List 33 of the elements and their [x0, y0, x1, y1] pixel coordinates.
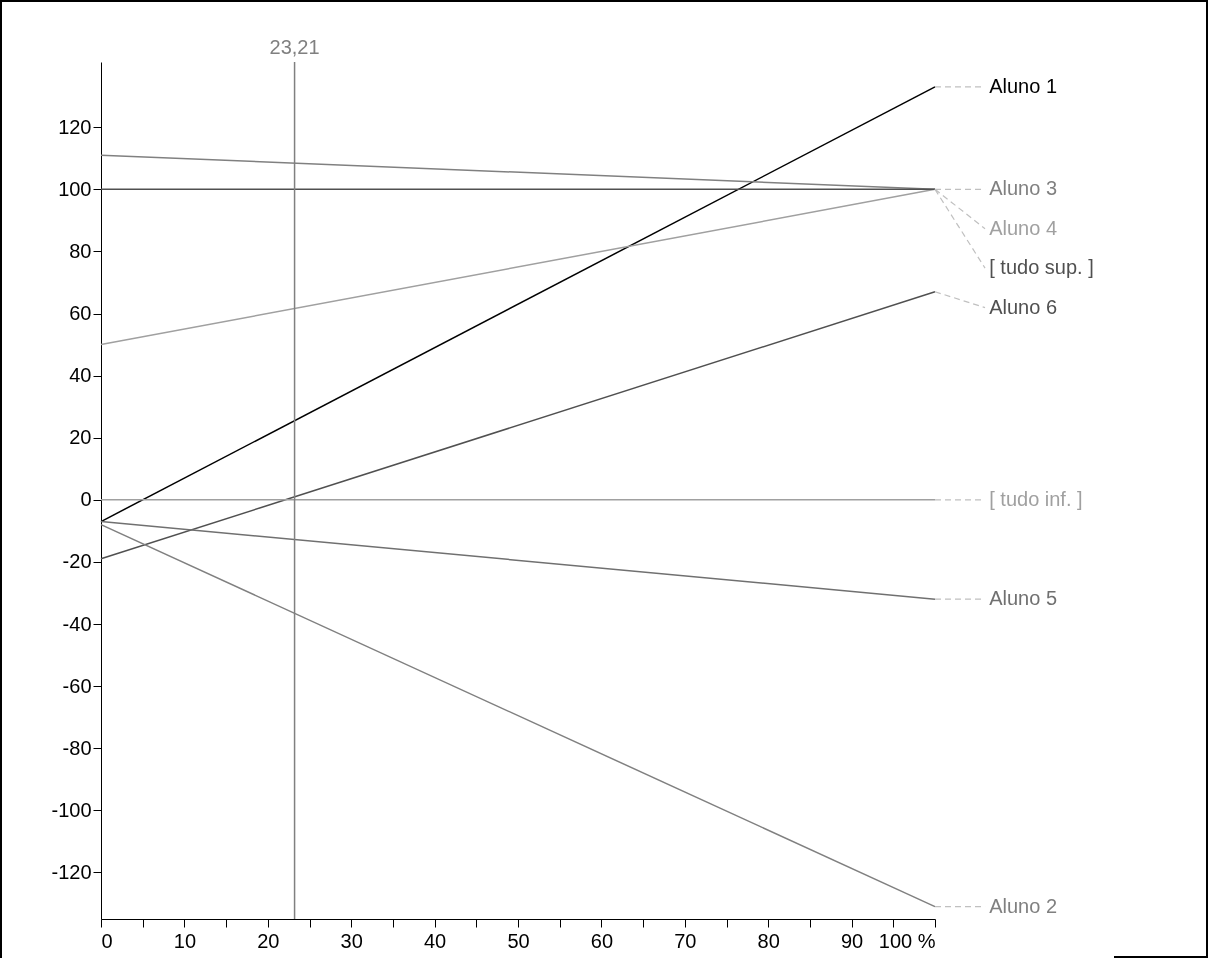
text: Aluno 2	[989, 894, 1058, 917]
y-tick-label: -120	[51, 860, 92, 883]
x-tick-label: 90	[840, 929, 864, 952]
x-tick-label: 60	[590, 929, 614, 952]
x-tick-label: 50	[507, 929, 530, 952]
y-tick-label: -80	[62, 736, 92, 759]
ref-line-label: 23,21	[269, 36, 320, 58]
y-tick-label: 20	[69, 426, 92, 449]
text: [ tudo inf. ]	[989, 487, 1083, 510]
x-tick-label: 10	[173, 929, 197, 952]
x-tick-label: 100 %	[878, 929, 936, 952]
x-tick-label: 40	[423, 929, 447, 952]
text: Aluno 6	[989, 295, 1058, 318]
x-tick-label: 80	[757, 929, 780, 952]
y-tick-label: -60	[62, 674, 92, 697]
x-tick-label: 70	[674, 929, 697, 952]
text: Aluno 3	[989, 177, 1058, 200]
y-tick-label: 40	[69, 364, 92, 387]
y-tick-label: -20	[62, 550, 92, 573]
x-tick-label: 20	[257, 929, 280, 952]
x-tick-label: 0	[101, 929, 113, 952]
y-tick-label: 120	[58, 115, 92, 138]
y-tick-label: 100	[58, 177, 92, 200]
text: Aluno 5	[989, 587, 1058, 610]
y-tick-label: 60	[69, 302, 92, 325]
text: [ tudo sup. ]	[989, 256, 1094, 279]
text: Aluno 1	[989, 74, 1058, 97]
y-tick-label: 0	[80, 488, 92, 511]
y-tick-label: -40	[62, 612, 92, 635]
x-tick-label: 30	[340, 929, 363, 952]
y-tick-label: 80	[69, 239, 92, 262]
text: Aluno 4	[989, 216, 1058, 239]
y-tick-label: -100	[51, 798, 92, 821]
